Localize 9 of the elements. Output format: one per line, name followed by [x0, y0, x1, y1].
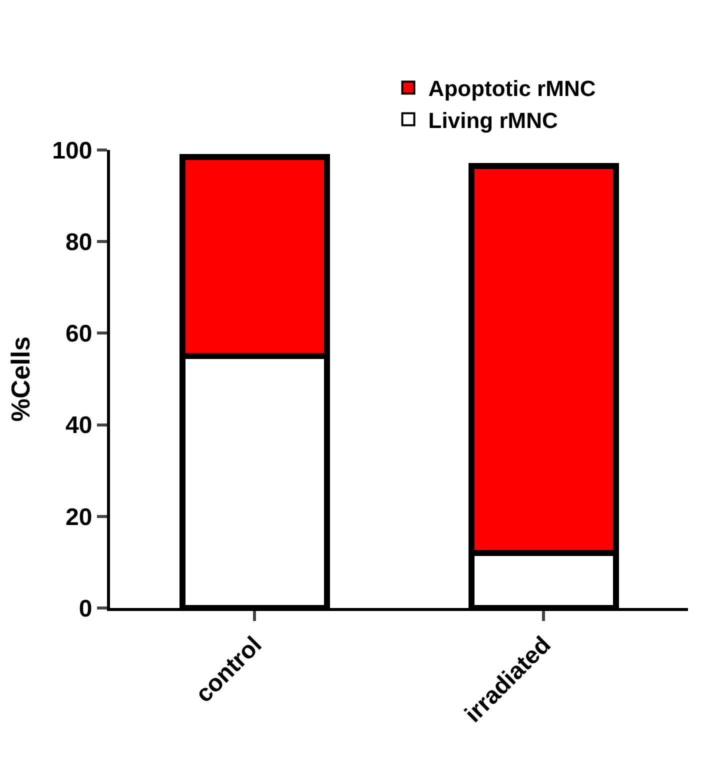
y-tick-label: 80 [65, 229, 92, 256]
legend-label: Living rMNC [428, 108, 558, 133]
y-tick-label: 0 [78, 595, 92, 622]
y-tick-label: 20 [65, 504, 92, 531]
legend-label: Apoptotic rMNC [428, 76, 596, 102]
y-tick-label: 40 [65, 412, 92, 440]
y-axis-title: %Cells [6, 336, 36, 422]
y-tick-label: 100 [52, 137, 92, 164]
y-tick-label: 60 [65, 320, 92, 348]
